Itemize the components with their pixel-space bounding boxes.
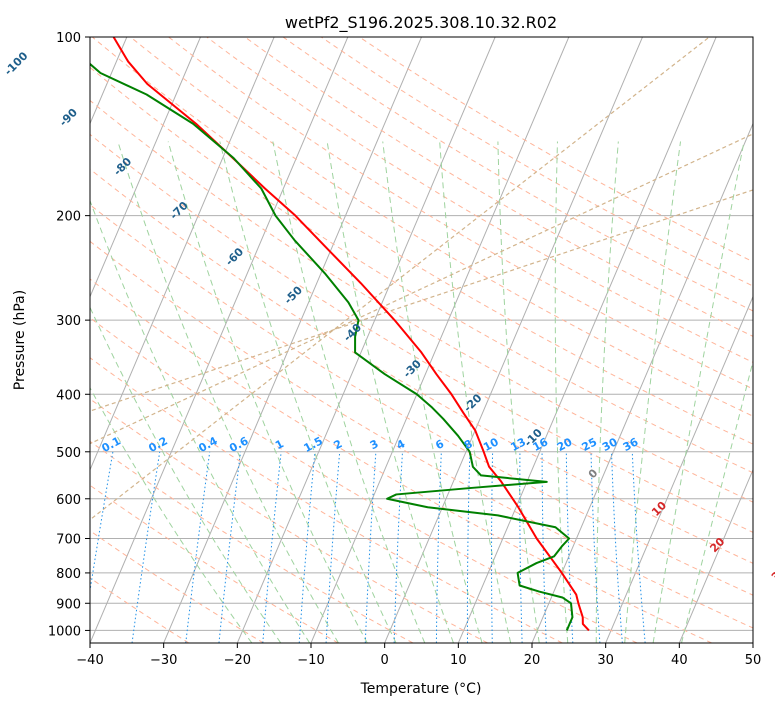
mixing-ratio-line xyxy=(185,451,211,643)
dry-adiabat-line xyxy=(90,484,339,643)
mixing-ratio-label: 10 xyxy=(481,435,501,454)
dry-adiabat-line xyxy=(90,99,753,503)
mixing-ratio-line xyxy=(131,451,161,643)
moist-adiabat-line xyxy=(624,141,682,643)
dry-adiabat-line xyxy=(320,37,753,287)
x-tick-label: −20 xyxy=(224,653,251,668)
dry-adiabat-line xyxy=(130,37,753,417)
x-tick-label: −40 xyxy=(76,653,103,668)
mixing-ratio-label: 30 xyxy=(600,435,620,454)
moist-adiabat-line xyxy=(652,141,745,643)
dry-adiabat-line xyxy=(90,440,414,643)
isotherm-line xyxy=(384,37,643,643)
dry-adiabat-line xyxy=(90,168,753,564)
isotherm-line xyxy=(90,37,275,472)
moist-adiabat-line xyxy=(439,141,512,643)
isotherm-line xyxy=(90,37,201,298)
y-tick-label: 800 xyxy=(56,567,81,582)
y-tick-label: 900 xyxy=(56,597,81,612)
mixing-ratio-line xyxy=(218,451,242,643)
dry-adiabat-line xyxy=(91,37,753,445)
dry-adiabat-line xyxy=(206,37,753,363)
moist-adiabat-line xyxy=(90,386,253,643)
moist-adiabat-line xyxy=(326,141,454,643)
y-axis-label: Pressure (hPa) xyxy=(12,290,28,390)
mixing-ratio-label: 25 xyxy=(580,435,600,454)
mixing-ratio-line xyxy=(262,451,282,643)
mixing-ratio-label: 20 xyxy=(555,435,575,454)
x-tick-label: −30 xyxy=(150,653,177,668)
moist-adiabat-line xyxy=(117,141,339,643)
x-axis-label: Temperature (°C) xyxy=(360,681,482,697)
dry-adiabat-line xyxy=(90,133,753,533)
chart-title: wetPf2_S196.2025.308.10.32.R02 xyxy=(285,13,557,33)
x-tick-label: 30 xyxy=(597,653,614,668)
y-tick-label: 300 xyxy=(56,314,81,329)
y-tick-label: 1000 xyxy=(48,624,81,639)
dry-adiabat-line xyxy=(168,37,753,390)
moist-adiabat-line xyxy=(272,141,426,643)
x-tick-label: 50 xyxy=(745,653,762,668)
dewpoint-profile-line xyxy=(90,62,574,631)
dry-adiabat-line xyxy=(90,66,753,474)
y-tick-label: 600 xyxy=(56,493,81,508)
mixing-ratio-label: 16 xyxy=(531,435,551,454)
dry-adiabat-line xyxy=(282,37,753,312)
y-tick-label: 100 xyxy=(56,31,81,46)
isotherm-line xyxy=(531,122,753,643)
y-tick-label: 700 xyxy=(56,533,81,548)
series-layer xyxy=(90,37,590,632)
moist-adiabat-line xyxy=(167,141,368,643)
moist-adiabat-line xyxy=(554,141,569,643)
isotherm-line xyxy=(163,37,422,643)
grid-layer xyxy=(90,37,753,643)
isotherm-line xyxy=(90,37,349,643)
isotherm-line xyxy=(457,37,717,643)
y-tick-label: 400 xyxy=(56,388,81,403)
axes-layer: −40 −30 −20 −10 0 10 20 30 40 50 100 200 300 400 500 60… xyxy=(48,31,761,668)
isotherm-line xyxy=(678,468,753,643)
isotherm-line xyxy=(236,37,496,643)
reference-curve xyxy=(90,37,710,521)
plot-area xyxy=(90,37,753,643)
mixing-ratio-label: 36 xyxy=(621,435,641,454)
reference-curve xyxy=(90,133,753,445)
moist-adiabat-line xyxy=(595,141,619,643)
dry-adiabat-line xyxy=(90,278,712,643)
x-tick-label: 20 xyxy=(524,653,541,668)
mixing-ratio-label: 13 xyxy=(508,435,528,454)
dry-adiabat-label: 30 xyxy=(769,563,775,583)
y-tick-label: 500 xyxy=(56,446,81,461)
mixing-ratio-line xyxy=(90,451,114,594)
y-tick-label: 200 xyxy=(56,210,81,225)
moist-adiabat-line xyxy=(90,306,282,643)
dry-adiabat-line xyxy=(90,240,753,629)
plot-frame xyxy=(89,36,754,644)
isotherm-line xyxy=(605,295,753,643)
moist-adiabat-line xyxy=(497,141,540,643)
moist-adiabat-line xyxy=(219,141,397,643)
x-tick-label: 0 xyxy=(381,653,389,668)
x-tick-label: 40 xyxy=(671,653,688,668)
x-tick-label: 10 xyxy=(450,653,467,668)
x-tick-label: −10 xyxy=(297,653,324,668)
